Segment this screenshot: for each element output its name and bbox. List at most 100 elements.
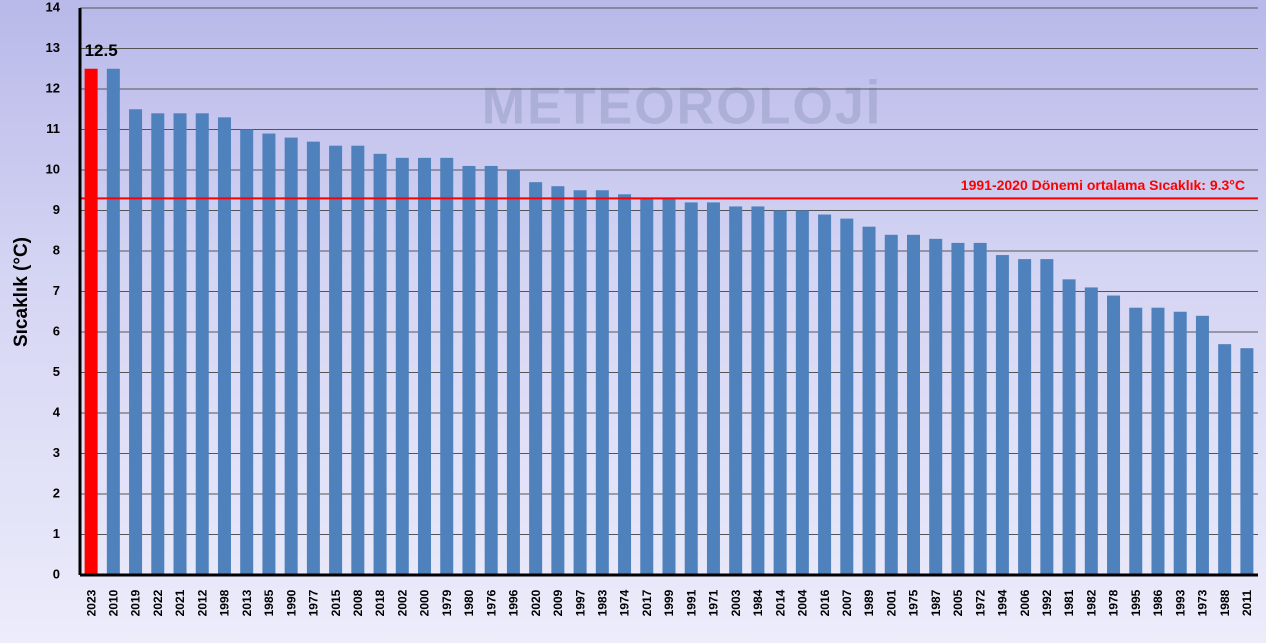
reference-label: 1991-2020 Dönemi ortalama Sıcaklık: 9.3°…	[961, 177, 1245, 193]
bar	[551, 186, 565, 575]
y-tick-label: 3	[53, 445, 60, 460]
value-label: 12.5	[85, 41, 118, 60]
x-tick-label: 2021	[173, 589, 187, 616]
x-tick-label: 1988	[1218, 589, 1232, 616]
bar	[84, 68, 98, 575]
bar	[640, 198, 654, 575]
x-tick-label: 2002	[395, 589, 409, 616]
bar	[373, 153, 387, 576]
bar	[684, 202, 698, 575]
x-tick-label: 1975	[907, 589, 921, 616]
x-tick-label: 1986	[1151, 589, 1165, 616]
x-tick-label: 1982	[1084, 589, 1098, 616]
x-tick-label: 2017	[640, 589, 654, 616]
x-tick-label: 2022	[151, 589, 165, 616]
x-tick-label: 2009	[551, 589, 565, 616]
y-tick-label: 8	[53, 242, 60, 257]
x-tick-label: 1977	[307, 589, 321, 616]
bar	[973, 242, 987, 575]
bar	[951, 242, 965, 575]
bar	[1240, 348, 1254, 575]
bar	[1084, 287, 1098, 575]
x-tick-label: 2006	[1018, 589, 1032, 616]
x-tick-label: 1997	[573, 589, 587, 616]
y-tick-label: 14	[46, 0, 61, 14]
y-tick-label: 6	[53, 323, 60, 338]
bar	[529, 182, 543, 575]
x-tick-label: 2000	[418, 589, 432, 616]
bar	[618, 194, 632, 576]
x-tick-label: 2001	[884, 589, 898, 616]
y-tick-label: 7	[53, 283, 60, 298]
x-tick-label: 2015	[329, 589, 343, 616]
x-tick-label: 1971	[707, 589, 721, 616]
x-tick-label: 1992	[1040, 589, 1054, 616]
x-tick-label: 1994	[996, 589, 1010, 616]
x-tick-label: 2004	[796, 589, 810, 616]
x-tick-label: 2011	[1240, 590, 1254, 616]
bar	[840, 218, 854, 575]
x-tick-label: 2012	[195, 589, 209, 616]
bar	[151, 113, 165, 576]
x-tick-label: 1991	[684, 589, 698, 616]
x-tick-label: 1996	[507, 589, 521, 616]
bar	[484, 165, 498, 575]
bar	[906, 234, 920, 576]
x-tick-label: 1981	[1062, 589, 1076, 616]
bar	[106, 68, 120, 575]
bar	[240, 129, 254, 575]
bar	[395, 157, 409, 575]
y-tick-label: 12	[46, 80, 60, 95]
x-tick-label: 2019	[129, 589, 143, 616]
bar	[729, 206, 743, 575]
y-tick-label: 4	[53, 404, 61, 419]
bar	[1018, 259, 1032, 575]
x-tick-label: 1990	[284, 589, 298, 616]
bar	[706, 202, 720, 575]
x-tick-label: 1980	[462, 589, 476, 616]
bar	[662, 198, 676, 575]
x-tick-label: 1984	[751, 589, 765, 616]
x-tick-label: 2008	[351, 589, 365, 616]
bar	[929, 238, 943, 575]
y-tick-label: 2	[53, 485, 60, 500]
watermark: METEOROLOJİ	[482, 78, 882, 136]
y-tick-label: 13	[46, 40, 60, 55]
bar	[751, 206, 765, 575]
y-tick-label: 1	[53, 526, 60, 541]
bar	[595, 190, 609, 575]
x-tick-label: 1993	[1173, 589, 1187, 616]
y-axis-label: Sıcaklık (°C)	[11, 237, 32, 347]
bar	[795, 210, 809, 575]
x-tick-label: 1973	[1196, 589, 1210, 616]
y-tick-label: 10	[46, 161, 60, 176]
x-tick-label: 1989	[862, 589, 876, 616]
bar	[1151, 307, 1165, 575]
bar	[418, 157, 432, 575]
x-tick-label: 1978	[1107, 589, 1121, 616]
x-tick-label: 2016	[818, 589, 832, 616]
bar	[995, 255, 1009, 576]
bar	[862, 226, 876, 575]
bar	[1195, 315, 1209, 575]
bar	[462, 165, 476, 575]
bar	[129, 109, 143, 575]
y-tick-label: 5	[53, 364, 60, 379]
x-tick-label: 1985	[262, 589, 276, 616]
bar	[1218, 344, 1232, 575]
x-tick-label: 2018	[373, 589, 387, 616]
x-tick-label: 1972	[973, 589, 987, 616]
bar	[1173, 311, 1187, 575]
x-tick-label: 2003	[729, 589, 743, 616]
x-tick-label: 1979	[440, 589, 454, 616]
bar	[818, 214, 832, 576]
bar	[506, 170, 520, 575]
bar	[773, 210, 787, 575]
bar	[1107, 295, 1121, 575]
bar	[440, 157, 454, 575]
bar	[351, 145, 365, 575]
x-tick-label: 1974	[618, 589, 632, 616]
bar	[573, 190, 587, 575]
